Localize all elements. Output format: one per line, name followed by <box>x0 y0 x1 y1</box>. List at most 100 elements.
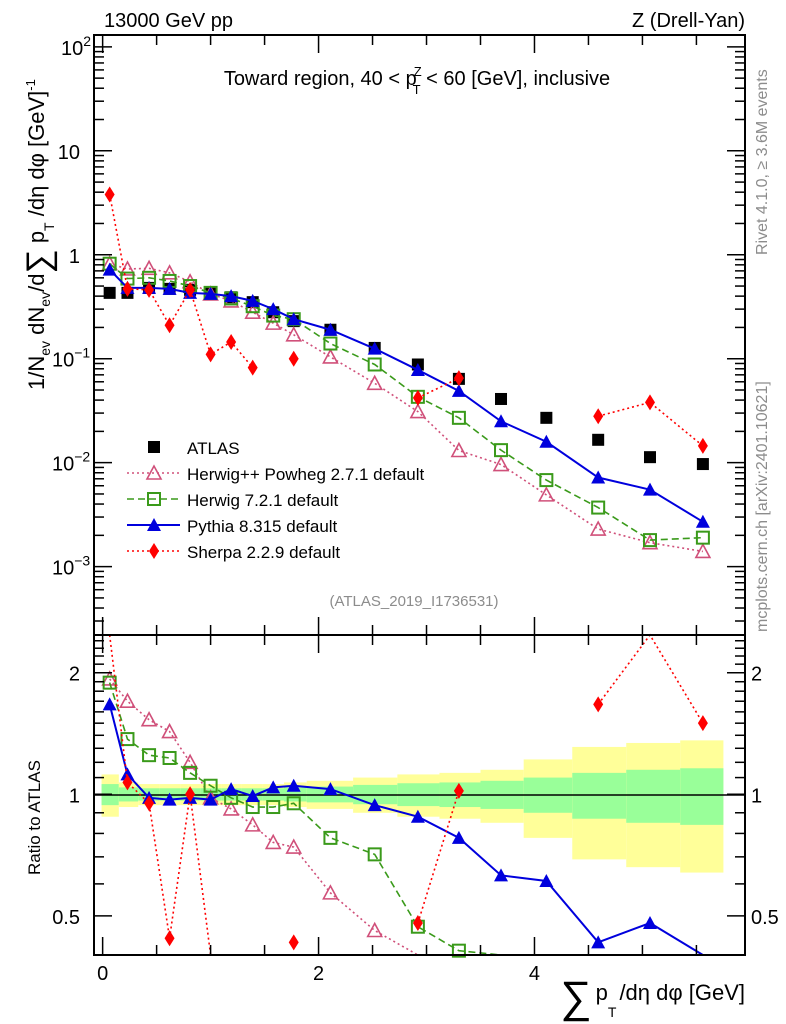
ratio-point-sherpa-2-2-9-default <box>453 782 464 799</box>
main-point-pythia-8-315-default <box>162 281 177 295</box>
ratio-point-pythia-8-315-default <box>162 792 177 806</box>
ratio-point-herwig-powheg-2-7-1-default <box>119 692 136 709</box>
legend-marker <box>149 543 159 559</box>
ratio-point-herwig-7-2-1-default <box>183 765 198 780</box>
main-point-sherpa-2-2-9-default <box>697 437 708 454</box>
main-point-pythia-8-315-default <box>494 414 509 428</box>
band-inner <box>572 772 627 819</box>
main-point-pythia-8-315-default <box>410 362 425 376</box>
ratio-point-herwig-7-2-1-default <box>162 750 177 765</box>
main-panel: 102 10 1 10−1 10−2 10−3 Toward region, 40 < p… <box>20 33 746 636</box>
main-point-herwig-powheg-2-7-1-default <box>366 374 384 391</box>
legend-marker <box>147 518 161 531</box>
main-point-pythia-8-315-default <box>203 286 218 300</box>
main-point-pythia-8-315-default <box>224 289 239 303</box>
main-point-sherpa-2-2-9-default <box>247 359 258 376</box>
ratio-point-pythia-8-315-default <box>245 789 260 803</box>
x-tick-label: 0 <box>97 963 108 985</box>
main-point-herwig-7-2-1-default <box>494 443 509 458</box>
main-point-herwig-powheg-2-7-1-default <box>641 533 659 550</box>
main-point-sherpa-2-2-9-default <box>453 370 464 387</box>
legend-marker <box>147 492 161 506</box>
band-inner <box>680 768 724 825</box>
header-left: 13000 GeV pp <box>104 10 233 32</box>
ratio-point-sherpa-2-2-9-default <box>593 696 604 713</box>
ratio-point-pythia-8-315-default <box>286 778 301 792</box>
y-tick-label: 10−3 <box>52 553 90 580</box>
ratio-point-sherpa-2-2-9-default <box>122 774 133 791</box>
main-point-herwig-7-2-1-default <box>367 357 382 372</box>
main-point-sherpa-2-2-9-default <box>644 394 655 411</box>
main-point-herwig-7-2-1-default <box>695 530 710 545</box>
main-point-pythia-8-315-default <box>642 482 657 496</box>
ratio-panel: 2 2 1 1 0.5 0.5 0 2 4 Ratio to ATLAS ∑ pT/dη dφ [… <box>25 633 779 1022</box>
ratio-point-herwig-7-2-1-default <box>203 778 218 793</box>
ratio-point-herwig-powheg-2-7-1-default <box>161 722 178 739</box>
ratio-line-sherpa-2-2-9-default <box>597 633 704 724</box>
main-point-pythia-8-315-default <box>245 293 260 307</box>
main-marks <box>101 186 712 559</box>
main-point-herwig-7-2-1-default <box>323 336 338 351</box>
ratio-point-pythia-8-315-default <box>591 935 606 949</box>
main-point-herwig-powheg-2-7-1-default <box>409 402 427 419</box>
ratio-point-herwig-7-2-1-default <box>142 748 157 763</box>
ratio-point-herwig-7-2-1-default <box>323 830 338 845</box>
ratio-point-pythia-8-315-default <box>224 782 239 796</box>
ratio-y-tick-label: 0.5 <box>52 907 80 929</box>
ratio-point-herwig-powheg-2-7-1-default <box>264 833 282 850</box>
ratio-point-pythia-8-315-default <box>410 809 425 823</box>
mcplots-label: mcplots.cern.ch [arXiv:2401.10621] <box>754 381 771 632</box>
main-point-herwig-powheg-2-7-1-default <box>450 441 468 458</box>
main-point-herwig-7-2-1-default <box>539 473 554 488</box>
main-title: Toward region, 40 < pZ T < 60 [GeV], incl… <box>224 64 610 97</box>
ratio-y-tick-label-right: 0.5 <box>751 907 779 929</box>
ratio-point-herwig-powheg-2-7-1-default <box>244 816 262 832</box>
ratio-point-herwig-powheg-2-7-1-default <box>366 921 384 938</box>
main-point-pythia-8-315-default <box>266 302 281 316</box>
main-point-sherpa-2-2-9-default <box>288 350 299 367</box>
main-point-herwig-powheg-2-7-1-default <box>161 264 178 280</box>
main-line-herwig-powheg-2-7-1-default <box>109 262 704 553</box>
main-point-atlas <box>696 458 709 471</box>
legend-marker <box>148 441 160 453</box>
main-point-pythia-8-315-default <box>102 262 117 276</box>
main-point-atlas <box>643 451 656 464</box>
ratio-axes: 2 2 1 1 0.5 0.5 0 2 4 <box>52 635 779 985</box>
legend-label: Herwig 7.2.1 default <box>187 491 338 510</box>
ratio-point-pythia-8-315-default <box>102 697 117 711</box>
ratio-point-herwig-powheg-2-7-1-default <box>285 838 303 854</box>
ratio-y-tick-label-right: 2 <box>751 664 762 686</box>
main-point-pythia-8-315-default <box>286 312 301 326</box>
main-point-herwig-powheg-2-7-1-default <box>140 259 158 276</box>
legend-label: Herwig++ Powheg 2.7.1 default <box>187 465 424 484</box>
main-point-pythia-8-315-default <box>367 341 382 355</box>
ratio-point-pythia-8-315-default <box>539 873 554 887</box>
ratio-point-herwig-powheg-2-7-1-default <box>140 711 158 727</box>
ratio-point-sherpa-2-2-9-default <box>185 786 196 803</box>
main-point-pythia-8-315-default <box>695 514 710 528</box>
ratio-point-herwig-7-2-1-default <box>102 675 117 690</box>
main-point-sherpa-2-2-9-default <box>593 408 604 425</box>
ratio-point-sherpa-2-2-9-default <box>697 715 708 732</box>
ratio-point-sherpa-2-2-9-default <box>288 934 299 951</box>
ratio-point-pythia-8-315-default <box>323 782 338 796</box>
ratio-point-herwig-powheg-2-7-1-default <box>322 884 339 900</box>
main-point-atlas <box>592 433 605 446</box>
main-point-pythia-8-315-default <box>539 434 554 448</box>
ratio-point-pythia-8-315-default <box>367 798 382 812</box>
main-point-herwig-7-2-1-default <box>451 410 466 425</box>
main-point-sherpa-2-2-9-default <box>412 389 423 406</box>
main-point-atlas <box>103 286 116 299</box>
main-point-herwig-powheg-2-7-1-default <box>538 486 555 502</box>
ratio-point-herwig-7-2-1-default <box>367 847 382 862</box>
ratio-point-pythia-8-315-default <box>266 780 281 794</box>
legend-label: Pythia 8.315 default <box>187 517 338 536</box>
ratio-point-pythia-8-315-default <box>120 767 135 781</box>
header-right: Z (Drell-Yan) <box>632 10 745 32</box>
main-point-herwig-powheg-2-7-1-default <box>694 542 712 559</box>
ratio-point-herwig-7-2-1-default <box>120 732 135 747</box>
main-point-herwig-powheg-2-7-1-default <box>492 455 510 472</box>
main-axes: 102 10 1 10−1 10−2 10−3 <box>52 33 745 635</box>
x-tick-label: 2 <box>313 963 324 985</box>
main-point-sherpa-2-2-9-default <box>205 346 216 363</box>
